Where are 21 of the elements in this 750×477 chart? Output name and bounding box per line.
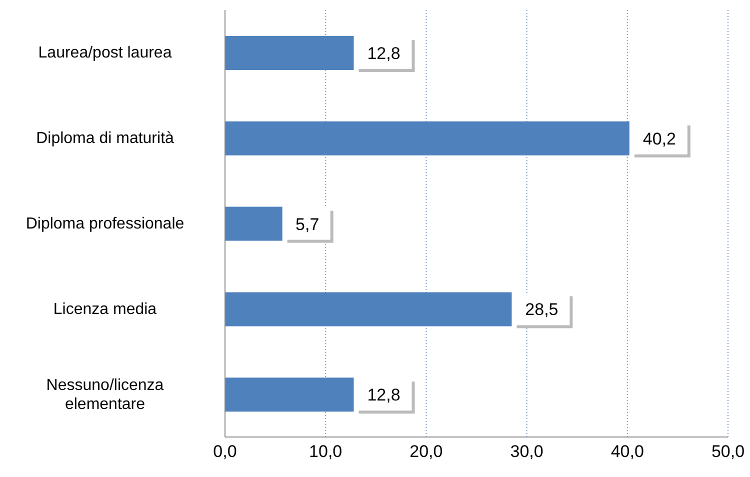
x-tick-label: 20,0 [410, 442, 443, 462]
x-tick-label: 30,0 [510, 442, 544, 462]
data-label: 40,2 [642, 129, 676, 148]
data-label: 28,5 [525, 300, 558, 320]
x-tick-label: 0,0 [213, 442, 237, 462]
y-tick-label: Nessuno/licenza elementare [46, 376, 164, 413]
x-tick-label: 10,0 [309, 442, 342, 462]
bar [225, 36, 354, 70]
bar [225, 121, 630, 156]
data-label: 5,7 [296, 214, 320, 234]
y-tick-label: Diploma professionale [26, 216, 184, 232]
data-label: 12,8 [367, 386, 400, 405]
y-tick-label: Licenza media [53, 300, 157, 318]
x-tick-label: 40,0 [610, 442, 644, 462]
bar [225, 378, 354, 412]
bar [225, 206, 282, 241]
y-tick-label: Laurea/post laurea [38, 44, 172, 62]
data-label: 12,8 [367, 44, 400, 63]
x-tick-label: 50,0 [711, 442, 745, 462]
y-tick-label: Diploma di maturità [36, 130, 174, 148]
bar [225, 292, 512, 326]
